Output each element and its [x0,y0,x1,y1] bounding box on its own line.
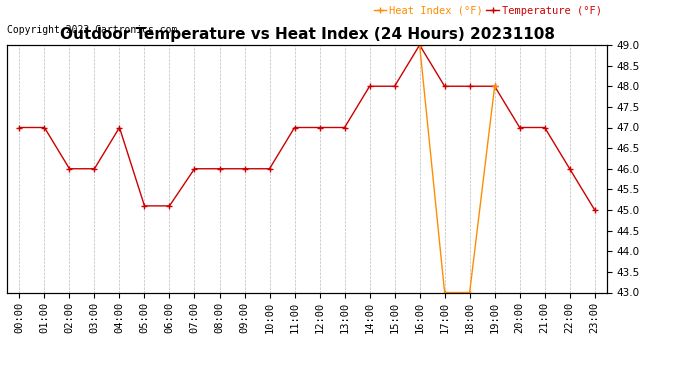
Temperature (°F) [491,84,499,88]
Temperature (°F) [415,43,424,47]
Heat Index (°F) [440,290,449,295]
Temperature (°F) [391,84,399,88]
Temperature (°F) [340,125,348,130]
Temperature (°F) [290,125,299,130]
Temperature (°F) [115,125,124,130]
Temperature (°F) [540,125,549,130]
Temperature (°F) [215,166,224,171]
Text: Copyright 2023 Cartronics.com: Copyright 2023 Cartronics.com [7,25,177,35]
Temperature (°F) [515,125,524,130]
Temperature (°F) [440,84,449,88]
Temperature (°F) [366,84,374,88]
Temperature (°F) [315,125,324,130]
Temperature (°F) [15,125,23,130]
Temperature (°F) [466,84,474,88]
Line: Heat Index (°F): Heat Index (°F) [417,42,497,295]
Temperature (°F) [240,166,248,171]
Temperature (°F) [140,204,148,208]
Heat Index (°F) [415,43,424,47]
Temperature (°F) [190,166,199,171]
Line: Temperature (°F): Temperature (°F) [17,42,598,213]
Heat Index (°F) [491,84,499,88]
Temperature (°F) [166,204,174,208]
Temperature (°F) [90,166,99,171]
Heat Index (°F) [466,290,474,295]
Temperature (°F) [591,208,599,212]
Temperature (°F) [66,166,74,171]
Temperature (°F) [566,166,574,171]
Temperature (°F) [40,125,48,130]
Legend: Heat Index (°F), Temperature (°F): Heat Index (°F), Temperature (°F) [374,6,602,16]
Title: Outdoor Temperature vs Heat Index (24 Hours) 20231108: Outdoor Temperature vs Heat Index (24 Ho… [59,27,555,42]
Temperature (°F) [266,166,274,171]
